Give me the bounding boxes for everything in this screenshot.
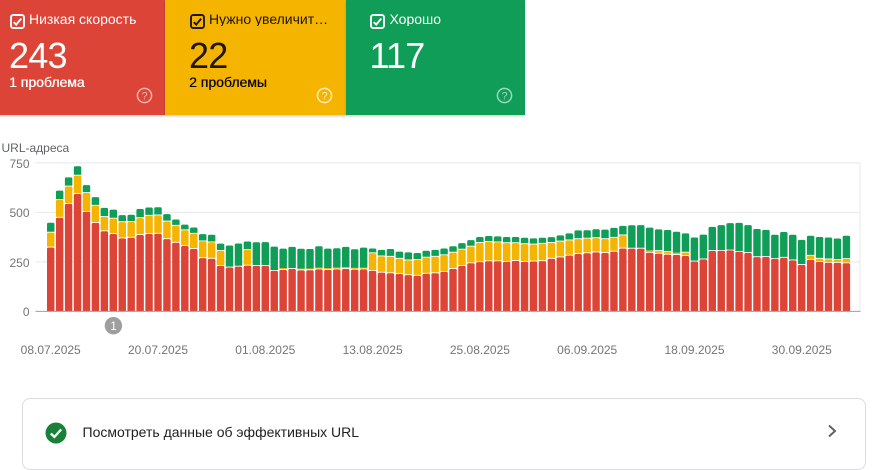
svg-text:1: 1 xyxy=(110,321,116,333)
svg-text:?: ? xyxy=(321,91,327,103)
svg-text:?: ? xyxy=(501,91,507,103)
svg-text:?: ? xyxy=(141,91,147,103)
